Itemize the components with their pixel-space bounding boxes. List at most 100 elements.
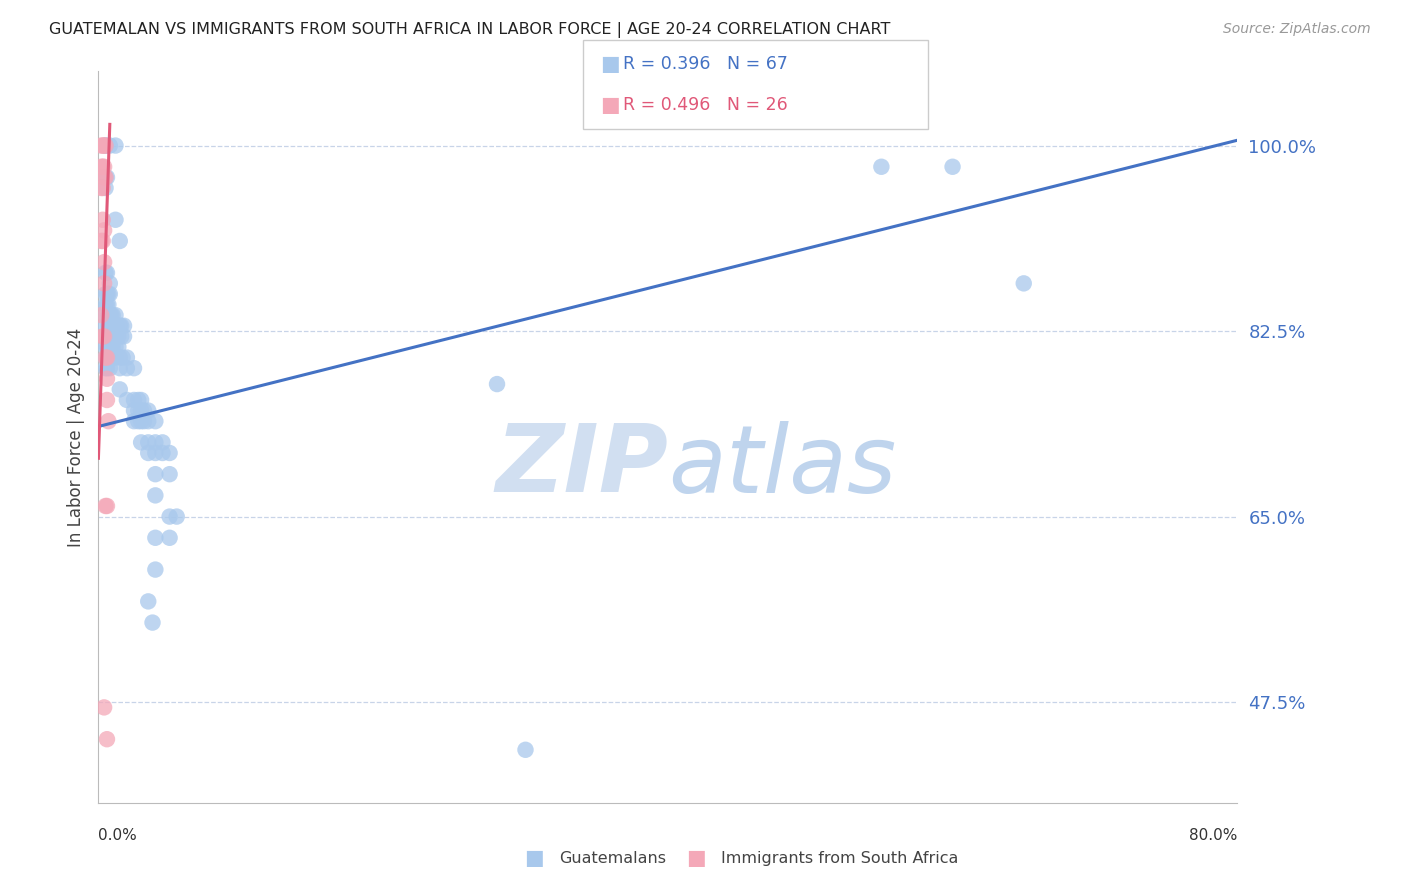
Point — [91, 160, 114, 174]
Point — [132, 403, 155, 417]
Point — [93, 160, 115, 174]
Point — [104, 340, 127, 354]
Point — [101, 329, 124, 343]
Point — [94, 138, 117, 153]
Point — [152, 446, 174, 460]
Text: ZIP: ZIP — [495, 420, 668, 512]
Point — [104, 138, 127, 153]
Point — [110, 329, 132, 343]
Point — [942, 160, 965, 174]
Point — [93, 255, 115, 269]
Text: atlas: atlas — [668, 421, 896, 512]
Point — [100, 340, 122, 354]
Point — [96, 732, 118, 747]
Point — [166, 509, 188, 524]
Point — [101, 351, 124, 365]
Point — [96, 170, 118, 185]
Text: ■: ■ — [600, 54, 620, 74]
Point — [132, 414, 155, 428]
Point — [145, 446, 167, 460]
Point — [159, 467, 181, 482]
Point — [111, 351, 134, 365]
Point — [104, 318, 127, 333]
Point — [96, 329, 118, 343]
Point — [97, 340, 120, 354]
Text: 80.0%: 80.0% — [1189, 828, 1237, 843]
Point — [90, 160, 112, 174]
Point — [101, 308, 124, 322]
Point — [94, 340, 117, 354]
Point — [93, 138, 115, 153]
Point — [129, 414, 152, 428]
Point — [93, 170, 115, 185]
Text: R = 0.396   N = 67: R = 0.396 N = 67 — [623, 55, 787, 73]
Point — [94, 351, 117, 365]
Point — [122, 403, 145, 417]
Point — [98, 277, 121, 291]
Point — [101, 340, 124, 354]
Point — [159, 509, 181, 524]
Point — [115, 392, 138, 407]
Text: GUATEMALAN VS IMMIGRANTS FROM SOUTH AFRICA IN LABOR FORCE | AGE 20-24 CORRELATIO: GUATEMALAN VS IMMIGRANTS FROM SOUTH AFRI… — [49, 22, 890, 38]
Point — [104, 351, 127, 365]
Point — [870, 160, 893, 174]
Point — [159, 446, 181, 460]
Point — [98, 138, 121, 153]
Point — [104, 329, 127, 343]
Point — [93, 700, 115, 714]
Point — [97, 318, 120, 333]
Point — [96, 372, 118, 386]
Point — [96, 297, 118, 311]
Point — [91, 212, 114, 227]
Point — [91, 329, 114, 343]
Point — [145, 414, 167, 428]
Point — [94, 170, 117, 185]
Point — [98, 340, 121, 354]
Text: ■: ■ — [600, 95, 620, 115]
Point — [98, 361, 121, 376]
Point — [145, 563, 167, 577]
Point — [127, 403, 149, 417]
Point — [1012, 277, 1035, 291]
Point — [104, 308, 127, 322]
Point — [90, 308, 112, 322]
Point — [145, 488, 167, 502]
Point — [94, 351, 117, 365]
Point — [107, 340, 129, 354]
Text: ■: ■ — [524, 848, 544, 868]
Point — [94, 361, 117, 376]
Point — [98, 351, 121, 365]
Point — [96, 392, 118, 407]
Point — [94, 308, 117, 322]
Point — [122, 414, 145, 428]
Point — [115, 361, 138, 376]
Point — [112, 329, 135, 343]
Point — [108, 361, 131, 376]
Point — [96, 351, 118, 365]
Point — [97, 308, 120, 322]
Point — [159, 531, 181, 545]
Point — [97, 414, 120, 428]
Point — [127, 414, 149, 428]
Point — [129, 435, 152, 450]
Point — [96, 340, 118, 354]
Point — [115, 351, 138, 365]
Point — [90, 181, 112, 195]
Point — [94, 287, 117, 301]
Point — [98, 318, 121, 333]
Point — [96, 351, 118, 365]
Point — [97, 297, 120, 311]
Point — [136, 594, 159, 608]
Point — [98, 329, 121, 343]
Text: R = 0.496   N = 26: R = 0.496 N = 26 — [623, 96, 787, 114]
Point — [100, 318, 122, 333]
Point — [127, 392, 149, 407]
Point — [108, 383, 131, 397]
Point — [152, 435, 174, 450]
Point — [91, 181, 114, 195]
Point — [96, 499, 118, 513]
Point — [94, 138, 117, 153]
Point — [94, 170, 117, 185]
Point — [94, 181, 117, 195]
Point — [94, 138, 117, 153]
